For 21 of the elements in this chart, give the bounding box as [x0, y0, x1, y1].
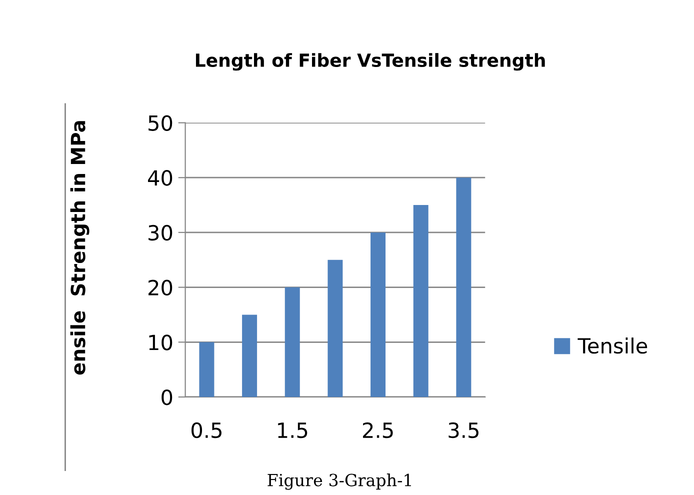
bar	[199, 342, 214, 397]
bar	[284, 287, 300, 397]
x-tick-label: 0.5	[192, 422, 222, 438]
y-axis-title: ensile Strength in MPa	[70, 121, 90, 375]
x-tick-label: 1.5	[278, 422, 308, 438]
y-tick-label: 10	[149, 334, 172, 350]
chart-title: Length of Fiber VsTensile strength	[196, 53, 545, 71]
bar	[328, 260, 343, 397]
bar	[370, 232, 386, 397]
y-tick-label: 50	[148, 115, 172, 131]
y-tick-label: 30	[148, 224, 172, 241]
caption: Figure 3-Graph-1	[268, 473, 411, 490]
bar	[413, 205, 428, 397]
y-tick-label: 0	[162, 389, 172, 406]
x-tick-label: 3.5	[448, 422, 478, 438]
bar	[242, 314, 258, 397]
y-tick-label: 20	[148, 280, 172, 296]
y-tick-label: 40	[148, 170, 172, 186]
bar	[456, 178, 472, 397]
x-tick-label: 2.5	[362, 422, 393, 438]
legend-label: Tensile	[578, 338, 648, 354]
